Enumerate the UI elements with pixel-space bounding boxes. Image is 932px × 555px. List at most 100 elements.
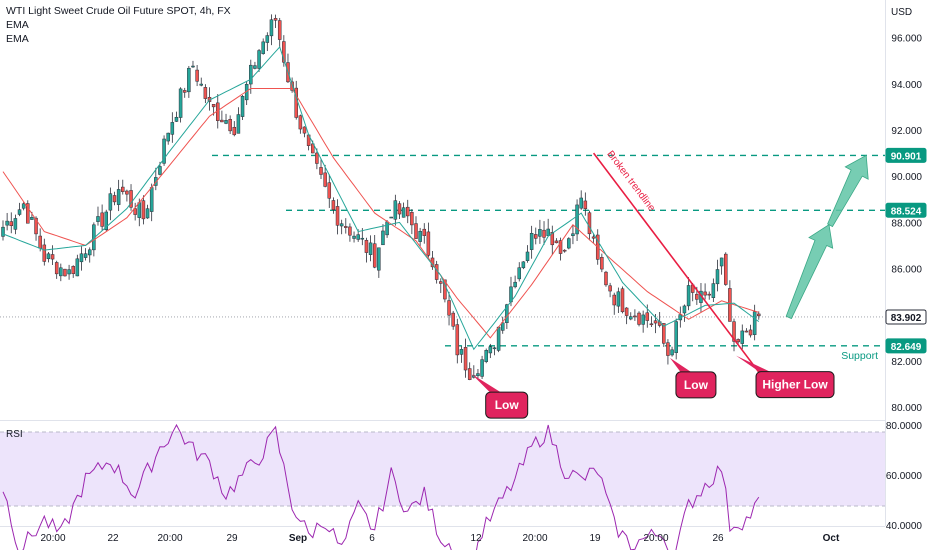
candle-body (187, 67, 191, 93)
price-badge-90-901[interactable] (885, 147, 927, 163)
ema-slow-line[interactable] (2, 88, 759, 339)
candle-body (534, 234, 538, 239)
candle-body (149, 187, 154, 212)
candle-body (352, 235, 356, 239)
candle-body (641, 314, 645, 325)
candle-body (455, 324, 460, 356)
candle-body (600, 257, 604, 270)
candle-body (71, 266, 75, 274)
candle-body (46, 253, 51, 260)
candle-body (104, 211, 108, 230)
candle-body (500, 322, 505, 331)
candle-body (757, 313, 761, 317)
candle-body (13, 218, 18, 230)
candle-body (253, 65, 257, 69)
support-label: Support (841, 350, 878, 362)
candle-body (356, 234, 360, 240)
candle-body (505, 304, 509, 323)
time-tick-label: 6 (369, 533, 375, 544)
rsi-band (0, 432, 885, 506)
candle-body (554, 240, 559, 244)
candle-body (261, 41, 265, 54)
candle-body (211, 104, 216, 108)
candle-body (5, 220, 9, 226)
projection-arrow-2[interactable] (827, 154, 869, 228)
time-tick-label: 20:00 (522, 533, 547, 544)
candle-body (133, 208, 137, 215)
rsi-label: RSI (6, 429, 23, 440)
callout-low-1[interactable]: Low (471, 374, 529, 419)
candle-body (331, 200, 336, 210)
price-tick-label: 90.000 (891, 172, 922, 183)
candle-body (87, 249, 92, 256)
candle-body (719, 257, 724, 267)
candle-body (401, 207, 406, 218)
candle-body (740, 330, 745, 344)
candle-body (385, 221, 389, 236)
ema-fast-line[interactable] (2, 46, 760, 351)
candle-body (480, 359, 484, 377)
candle-body (736, 339, 740, 343)
candle-body (447, 300, 451, 316)
candle-body (488, 346, 493, 354)
callout-higher-low[interactable]: Higher Low (736, 355, 835, 399)
candle-body (83, 253, 88, 258)
broken-trendline[interactable] (592, 152, 772, 390)
candle-body (319, 167, 323, 175)
price-badge-82-649[interactable] (885, 338, 927, 354)
candle-body (269, 19, 274, 37)
candle-body (645, 312, 650, 321)
candle-body (17, 209, 22, 215)
candle-body (393, 200, 398, 220)
trendline-label: Broken trendline (604, 149, 657, 214)
candle-body (567, 238, 571, 249)
candle-body (108, 193, 113, 211)
callout-box (675, 371, 717, 399)
candle-body (348, 226, 352, 236)
price-tick-label: 86.000 (891, 265, 922, 276)
price-tick-label: 94.000 (891, 80, 922, 91)
candle-body (50, 254, 55, 260)
symbol-title[interactable]: WTI Light Sweet Crude Oil Future SPOT, 4… (6, 5, 231, 17)
candle-body (674, 321, 678, 353)
projection-arrow-1[interactable] (785, 224, 834, 320)
indicator-ema-2[interactable]: EMA (6, 33, 29, 45)
indicator-ema-1[interactable]: EMA (6, 19, 29, 31)
candle-body (323, 172, 327, 187)
candle-body (166, 132, 170, 142)
candle-body (426, 231, 431, 256)
candle-body (158, 166, 162, 175)
candle-body (257, 50, 261, 69)
candle-body (604, 271, 608, 286)
time-tick-label: 20:00 (157, 533, 182, 544)
price-badge-88-524[interactable] (885, 202, 927, 218)
callout-low-2[interactable]: Low (669, 357, 717, 399)
candle-body (311, 143, 315, 154)
callout-text: Higher Low (762, 378, 828, 392)
candle-body (496, 326, 501, 351)
candle-body (562, 249, 567, 252)
candle-body (116, 189, 121, 205)
callout-box (485, 391, 529, 419)
candle-body (439, 281, 443, 284)
rsi-tick-label: 60.0000 (886, 471, 923, 482)
candle-body (695, 293, 699, 300)
candle-body (282, 41, 286, 63)
candle-body (302, 126, 307, 134)
time-tick-label: 20:00 (643, 533, 668, 544)
candle-body (1, 226, 5, 237)
candle-body (360, 237, 365, 240)
candle-body (228, 118, 232, 132)
candle-body (174, 116, 179, 122)
candle-body (129, 190, 133, 208)
callout-box (755, 371, 835, 399)
candle-body (633, 315, 637, 318)
candle-body (79, 253, 84, 263)
candle-body (410, 212, 414, 226)
candle-body (203, 87, 208, 99)
candle-body (100, 212, 104, 227)
candle-body (112, 195, 117, 203)
price-badge-83-902[interactable] (885, 309, 927, 325)
